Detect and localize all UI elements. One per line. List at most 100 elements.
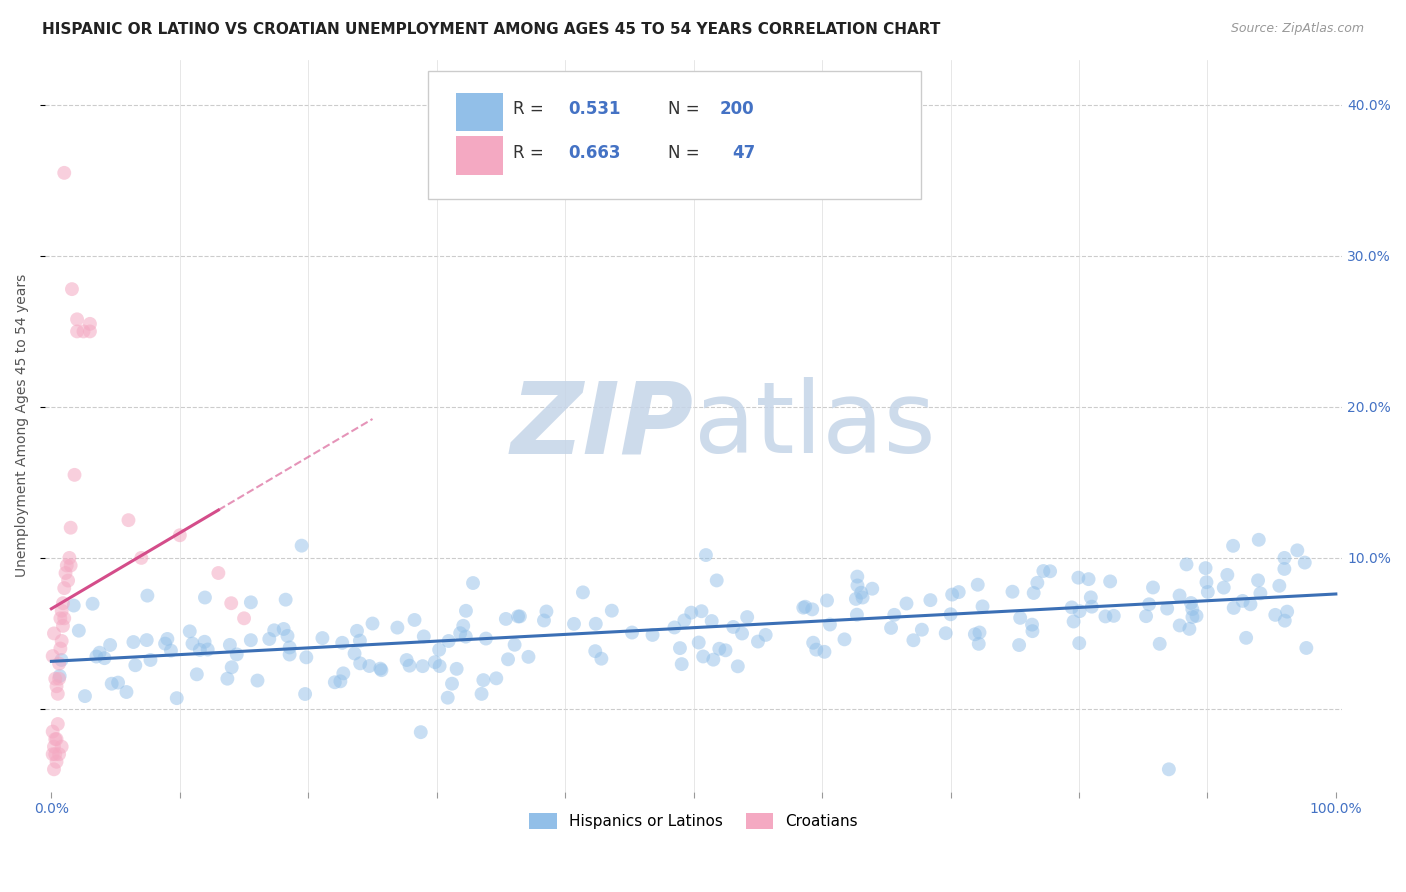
- Point: [727, 659, 749, 673]
- Point: [723, 620, 745, 634]
- Point: [52, 596, 75, 610]
- Point: [735, 610, 758, 624]
- Point: [361, 616, 384, 631]
- Point: [370, 662, 392, 676]
- Point: [1039, 564, 1062, 578]
- Point: [278, 640, 301, 655]
- Point: [806, 642, 828, 657]
- Point: [621, 625, 644, 640]
- Point: [276, 629, 298, 643]
- Point: [186, 667, 208, 681]
- Point: [591, 651, 613, 665]
- Point: [278, 648, 301, 662]
- Point: [169, 528, 191, 542]
- Point: [706, 574, 728, 588]
- Point: [1022, 586, 1045, 600]
- Point: [48, 747, 70, 762]
- Point: [52, 619, 75, 633]
- Point: [440, 676, 463, 690]
- Point: [86, 649, 108, 664]
- Point: [1274, 614, 1296, 628]
- Point: [294, 687, 316, 701]
- Point: [1077, 572, 1099, 586]
- Point: [46, 687, 69, 701]
- Point: [100, 676, 122, 690]
- Point: [792, 600, 814, 615]
- Point: [714, 643, 737, 657]
- Point: [295, 650, 318, 665]
- Point: [935, 626, 957, 640]
- Point: [911, 623, 934, 637]
- Point: [194, 634, 217, 648]
- Point: [51, 739, 73, 754]
- Point: [702, 653, 724, 667]
- Point: [475, 632, 498, 646]
- Point: [44, 732, 66, 747]
- Point: [239, 595, 262, 609]
- Point: [818, 617, 841, 632]
- Point: [1080, 591, 1102, 605]
- Point: [42, 762, 65, 776]
- Point: [72, 325, 94, 339]
- Point: [849, 585, 872, 599]
- Point: [49, 611, 72, 625]
- Point: [972, 599, 994, 614]
- Point: [409, 725, 432, 739]
- Point: [1067, 571, 1090, 585]
- Point: [709, 641, 731, 656]
- Point: [1069, 636, 1091, 650]
- Point: [664, 620, 686, 634]
- Point: [485, 671, 508, 685]
- Text: 0.531: 0.531: [568, 101, 620, 119]
- Point: [45, 755, 67, 769]
- Point: [343, 647, 366, 661]
- Point: [1032, 564, 1054, 578]
- Point: [188, 643, 211, 657]
- Point: [846, 569, 869, 583]
- Point: [1060, 600, 1083, 615]
- Point: [225, 648, 247, 662]
- Point: [53, 166, 76, 180]
- Point: [967, 637, 990, 651]
- Point: [506, 609, 529, 624]
- Point: [60, 282, 83, 296]
- Point: [122, 635, 145, 649]
- Point: [370, 663, 392, 677]
- Point: [963, 627, 986, 641]
- Point: [115, 685, 138, 699]
- Point: [966, 578, 988, 592]
- Point: [851, 591, 873, 605]
- Point: [349, 657, 371, 671]
- Point: [503, 638, 526, 652]
- Point: [311, 631, 333, 645]
- Point: [51, 653, 73, 667]
- Point: [903, 633, 925, 648]
- Point: [1268, 579, 1291, 593]
- Point: [572, 585, 595, 599]
- Point: [359, 659, 381, 673]
- Point: [845, 607, 868, 622]
- Point: [66, 325, 89, 339]
- Point: [700, 614, 723, 628]
- Point: [1010, 611, 1032, 625]
- Point: [1021, 624, 1043, 639]
- Point: [48, 672, 70, 686]
- Point: [969, 625, 991, 640]
- Point: [451, 619, 474, 633]
- Point: [153, 637, 176, 651]
- Point: [671, 657, 693, 672]
- Point: [1264, 607, 1286, 622]
- Point: [412, 659, 434, 673]
- Point: [332, 666, 354, 681]
- Point: [1168, 618, 1191, 632]
- Point: [42, 739, 65, 754]
- Point: [747, 634, 769, 648]
- Point: [471, 687, 494, 701]
- Point: [429, 659, 451, 673]
- Point: [1222, 601, 1244, 615]
- Point: [44, 747, 66, 762]
- Point: [56, 574, 79, 588]
- Point: [536, 605, 558, 619]
- Point: [583, 644, 606, 658]
- Point: [681, 606, 703, 620]
